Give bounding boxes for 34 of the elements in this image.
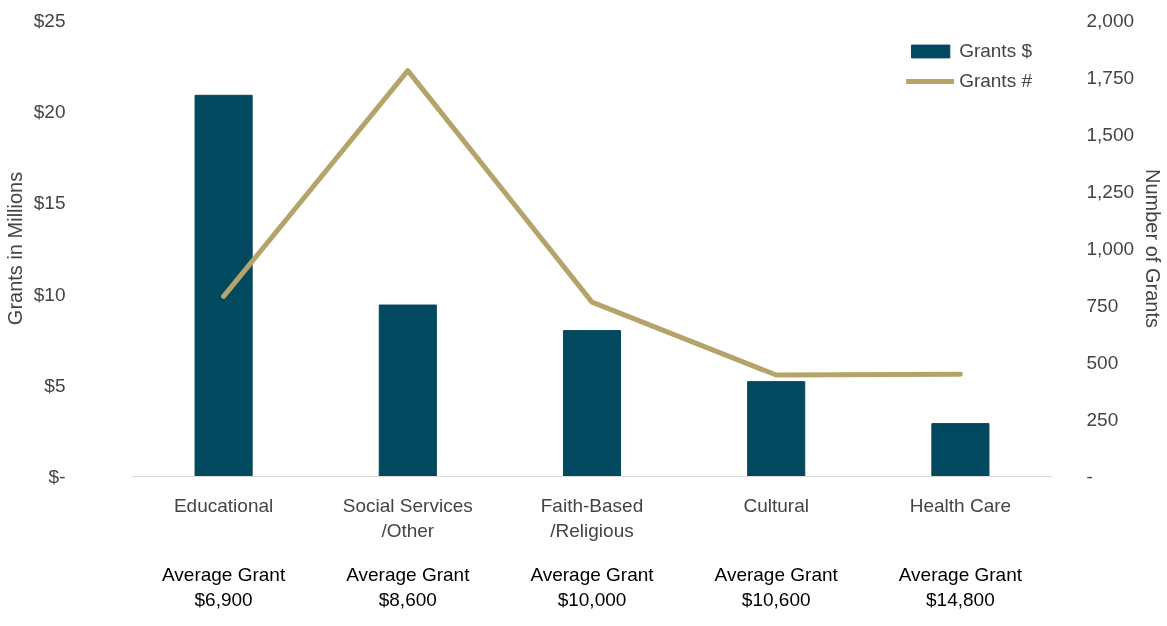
x-tick-label: Educational (173, 494, 274, 516)
y2-tick-label: 750 (1086, 295, 1119, 316)
y2-tick-label: - (1086, 466, 1093, 487)
y-tick-label: $15 (33, 192, 66, 214)
y-tick-label: $5 (44, 374, 66, 396)
legend-label: Grants # (959, 70, 1032, 92)
x-tick-label: Social Services /Other (342, 494, 473, 541)
legend-label: Grants $ (959, 40, 1032, 62)
text: Average Grant $10,000 (530, 563, 655, 610)
bar (562, 330, 622, 477)
bar (931, 423, 990, 477)
y-tick-label: $25 (33, 10, 66, 31)
y2-tick-label: 500 (1086, 352, 1119, 373)
y2-tick-label: 1,250 (1086, 181, 1135, 202)
text: Average Grant $6,900 (161, 563, 286, 610)
y-tick-label: $10 (33, 283, 66, 305)
y2-tick-label: 1,500 (1086, 124, 1135, 145)
y-tick-label: $20 (33, 101, 66, 123)
y-tick-label: $- (48, 466, 66, 487)
y-axis-title: Grants in Millions (3, 171, 26, 326)
text: Average Grant $14,800 (898, 563, 1023, 610)
y2-tick-label: 250 (1086, 409, 1119, 430)
y2-tick-label: 1,750 (1086, 67, 1135, 88)
x-tick-label: Faith-Based /Religious (540, 494, 644, 541)
text: Average Grant $10,600 (714, 563, 839, 610)
bar (378, 304, 437, 477)
text: Average Grant $8,600 (346, 563, 471, 610)
bar (194, 94, 253, 477)
x-tick-label: Cultural (743, 494, 809, 516)
y2-tick-label: 2,000 (1086, 10, 1135, 31)
x-tick-label: Health Care (909, 494, 1012, 516)
y2-axis-title: Number of Grants (1142, 169, 1165, 328)
y2-tick-label: 1,000 (1086, 238, 1135, 259)
bar (747, 381, 806, 477)
